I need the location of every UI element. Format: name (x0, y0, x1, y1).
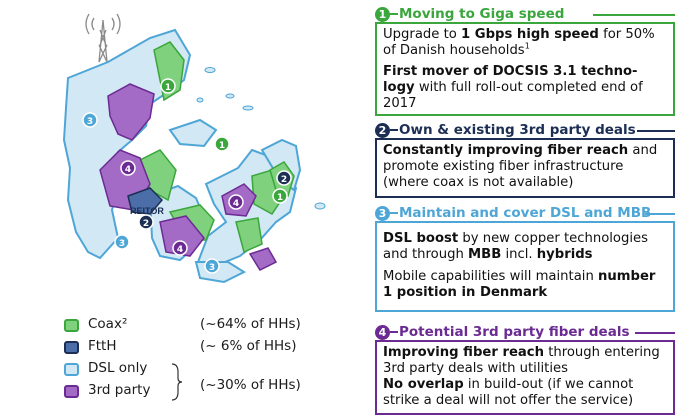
card-body: Improving fiber reach through entering 3… (375, 340, 675, 415)
legend-item-dsl: DSL only (64, 360, 354, 382)
card-body: Constantly improving fiber reach and pro… (375, 138, 675, 198)
legend-label: DSL only (88, 360, 148, 376)
step-number-badge: 2 (375, 122, 390, 138)
card-giga-speed: 1 Moving to Giga speed Upgrade to 1 Gbps … (375, 6, 675, 116)
card-header: 2 Own & existing 3rd party deals (375, 122, 675, 140)
map-marker-coax-3: 1 (272, 188, 288, 204)
card-title: Maintain and cover DSL and MBB (399, 205, 652, 221)
card-body: DSL boost by new copper technologies and… (375, 221, 675, 312)
map-marker-ftth-1: 2 (138, 214, 154, 230)
brace-icon (171, 363, 183, 401)
svg-text:3: 3 (119, 239, 125, 249)
card-paragraph: First mover of DOCSIS 3.1 techno-logy wi… (383, 64, 643, 111)
step-number-badge: 1 (375, 6, 390, 22)
card-header: 4 Potential 3rd party fiber deals (375, 324, 675, 342)
legend-item-ftth: FttH (~ 6% of HHs) (64, 338, 354, 360)
dsl-region-north-island (168, 118, 218, 148)
denmark-coverage-map: REITOR 1 1 1 3 3 3 4 4 4 2 2 (62, 13, 326, 284)
third-party-region-east (248, 247, 278, 271)
legend-pct: (~ 6% of HHs) (200, 338, 297, 354)
map-marker-coax-2: 1 (214, 136, 230, 152)
svg-text:3: 3 (209, 263, 215, 273)
svg-text:2: 2 (281, 175, 287, 185)
ftth-swatch (64, 341, 79, 354)
legend-group-pct: (~30% of HHs) (200, 377, 301, 393)
step-number-badge: 3 (375, 205, 390, 221)
svg-text:3: 3 (87, 117, 93, 127)
svg-text:4: 4 (177, 245, 183, 255)
card-paragraph: No overlap in build-out (if we cannot st… (383, 377, 634, 408)
svg-text:2: 2 (143, 219, 149, 229)
map-marker-third-1: 4 (120, 160, 136, 176)
card-paragraph: Constantly improving fiber reach and pro… (383, 143, 658, 190)
card-paragraph: Improving fiber reach through entering 3… (383, 345, 660, 376)
legend-label: 3rd party (88, 382, 151, 398)
map-marker-coax-1: 1 (160, 78, 176, 94)
legend-item-coax: Coax² (~64% of HHs) (64, 316, 354, 338)
map-marker-dsl-1: 3 (82, 112, 98, 128)
step-number-badge: 4 (375, 324, 390, 340)
map-marker-third-2: 4 (172, 240, 188, 256)
svg-text:1: 1 (219, 141, 225, 151)
card-title: Potential 3rd party fiber deals (399, 324, 630, 340)
legend-label: Coax² (88, 316, 128, 332)
card-title: Moving to Giga speed (399, 6, 565, 22)
third-party-region-north (107, 83, 155, 141)
map-marker-dsl-2: 3 (114, 234, 130, 250)
card-fiber-deals: 2 Own & existing 3rd party deals Constant… (375, 122, 675, 198)
card-paragraph: Upgrade to 1 Gbps high speed for 50% of … (383, 27, 655, 58)
legend-item-third-party: 3rd party (64, 382, 354, 404)
coax-region-south (235, 217, 263, 254)
map-legend: Coax² (~64% of HHs) FttH (~ 6% of HHs) D… (64, 316, 354, 404)
card-paragraph: Mobile capabilities will maintain number… (383, 269, 656, 300)
card-header: 1 Moving to Giga speed (375, 6, 675, 24)
svg-text:4: 4 (233, 199, 239, 209)
dsl-swatch (64, 363, 79, 376)
legend-pct: (~64% of HHs) (200, 316, 301, 332)
card-third-party-fiber: 4 Potential 3rd party fiber deals Improvi… (375, 324, 675, 415)
dsl-region-lolland (194, 261, 247, 284)
svg-text:1: 1 (277, 193, 283, 203)
map-marker-third-3: 4 (228, 194, 244, 210)
map-marker-dsl-3: 3 (204, 258, 220, 274)
card-paragraph: DSL boost by new copper technologies and… (383, 231, 649, 262)
card-title: Own & existing 3rd party deals (399, 122, 636, 138)
tower-label: REITOR (130, 206, 164, 216)
card-dsl-mbb: 3 Maintain and cover DSL and MBB DSL boos… (375, 205, 675, 312)
ftth-region (127, 187, 164, 215)
legend-label: FttH (88, 338, 117, 354)
svg-text:1: 1 (165, 83, 171, 93)
card-header: 3 Maintain and cover DSL and MBB (375, 205, 675, 223)
card-body: Upgrade to 1 Gbps high speed for 50% of … (375, 22, 675, 116)
svg-text:4: 4 (125, 165, 131, 175)
tower-icon (85, 13, 121, 63)
map-marker-ftth-2: 2 (276, 170, 292, 186)
third-party-swatch (64, 385, 79, 398)
small-islands (196, 67, 326, 210)
coax-swatch (64, 319, 79, 332)
third-party-region-south (159, 215, 205, 257)
